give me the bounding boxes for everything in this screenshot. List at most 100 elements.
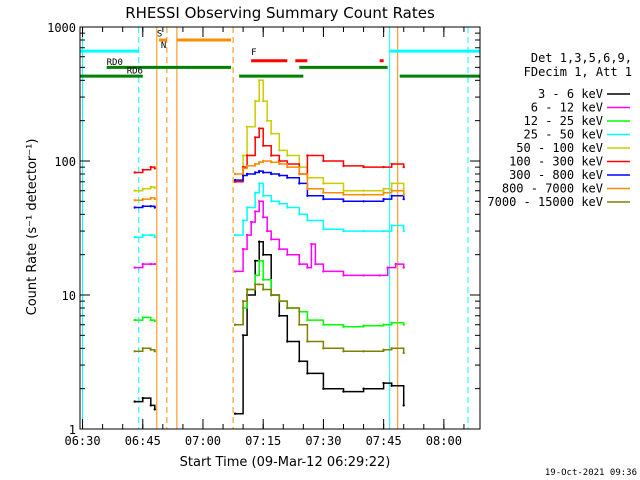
series-line-1	[235, 200, 405, 277]
legend-item-label-7: 800 - 7000 keV	[502, 182, 603, 196]
series-point-1	[233, 270, 237, 273]
series-point-0	[298, 360, 301, 363]
series-point-4	[270, 132, 273, 135]
series-point-1	[241, 247, 245, 251]
series-point-6	[262, 171, 265, 174]
series-point-0	[258, 240, 261, 243]
legend-item-label-2: 12 - 25 keV	[524, 114, 603, 128]
series-point-3	[258, 182, 261, 185]
series-point-8	[306, 340, 309, 343]
series-point-4	[286, 154, 289, 157]
series-point-2	[390, 321, 393, 324]
series-point-6	[254, 171, 257, 174]
series-line-0	[235, 240, 405, 415]
series-point-1	[262, 216, 265, 219]
series-point-6	[362, 200, 365, 203]
series-point-7	[270, 161, 273, 164]
series-point-6	[382, 197, 385, 201]
series-point-7	[233, 172, 237, 176]
series-point-5	[233, 180, 237, 183]
series-point-7	[141, 197, 144, 201]
y-axis-label: Count Rate (s⁻¹ detector⁻¹)	[25, 139, 40, 316]
legend-item-label-4: 50 - 100 keV	[516, 141, 603, 155]
legend-item-label-6: 300 - 800 keV	[509, 168, 603, 182]
series-point-8	[245, 288, 249, 291]
series-point-8	[298, 323, 301, 326]
series-point-3	[278, 202, 281, 205]
series-point-0	[141, 396, 144, 400]
series-point-5	[262, 144, 265, 147]
series-point-1	[254, 210, 257, 213]
series-point-1	[270, 238, 273, 241]
series-point-5	[254, 136, 257, 139]
series-point-0	[362, 387, 365, 390]
series-point-3	[306, 219, 309, 222]
series-point-8	[258, 283, 261, 286]
series-point-4	[149, 185, 152, 189]
series-point-5	[141, 168, 144, 171]
series-point-4	[141, 187, 144, 190]
series-point-3	[141, 233, 144, 237]
series-point-4	[245, 125, 249, 128]
series-point-5	[153, 167, 156, 170]
series-point-1	[245, 233, 249, 237]
series-line-8	[235, 283, 405, 353]
series-point-8	[342, 350, 345, 353]
series-point-5	[306, 154, 309, 157]
series-point-2	[133, 318, 136, 322]
rd0-flag-label: RD0	[107, 58, 123, 68]
series-point-6	[306, 194, 309, 197]
saa-flag-label: S	[157, 29, 162, 39]
series-point-8	[390, 347, 393, 350]
series-point-7	[322, 191, 325, 194]
series-point-3	[149, 233, 152, 237]
series-point-8	[149, 348, 152, 351]
series-point-6	[133, 206, 136, 209]
legend-header-line-1: Det 1,3,5,6,9,	[531, 51, 632, 65]
x-tick-label-0630: 06:30	[64, 434, 100, 448]
series-point-7	[382, 191, 385, 194]
series-point-0	[342, 390, 345, 393]
series-point-0	[262, 253, 265, 256]
series-line-2	[235, 260, 405, 328]
series-point-5	[270, 154, 273, 157]
series-point-3	[298, 213, 301, 216]
chart-title: RHESSI Observing Summary Count Rates	[125, 4, 435, 22]
series-point-7	[258, 161, 261, 164]
series-point-8	[382, 348, 385, 351]
series-point-7	[402, 193, 405, 196]
series-point-0	[133, 400, 136, 403]
flare-flag-label: F	[251, 48, 256, 58]
series-point-1	[286, 253, 289, 256]
series-point-7	[298, 172, 301, 176]
series-line-7	[235, 160, 405, 196]
series-point-0	[233, 412, 237, 415]
series-point-3	[342, 229, 345, 233]
series-point-7	[342, 193, 345, 196]
series-point-6	[298, 182, 301, 185]
series-point-3	[382, 229, 385, 233]
series-point-2	[402, 323, 405, 326]
series-point-7	[362, 193, 365, 196]
series-point-6	[241, 174, 245, 177]
series-point-1	[386, 266, 389, 269]
x-tick-label-0645: 06:45	[125, 434, 161, 448]
series-point-2	[382, 323, 385, 326]
series-line-5	[235, 127, 405, 183]
series-point-4	[254, 99, 257, 103]
series-point-8	[141, 347, 144, 350]
series-point-1	[266, 229, 269, 233]
series-point-6	[233, 178, 237, 182]
legend-item-label-5: 100 - 300 keV	[509, 155, 603, 169]
series-point-0	[286, 340, 289, 343]
series-point-2	[362, 324, 365, 327]
series-point-1	[149, 262, 152, 266]
series-point-6	[245, 172, 249, 176]
series-point-7	[241, 167, 245, 170]
series-point-4	[241, 154, 245, 157]
legend-item-label-1: 6 - 12 keV	[531, 101, 603, 115]
series-point-8	[286, 306, 289, 310]
series-point-3	[322, 228, 325, 231]
series-point-3	[286, 206, 289, 209]
series-point-8	[241, 299, 245, 303]
